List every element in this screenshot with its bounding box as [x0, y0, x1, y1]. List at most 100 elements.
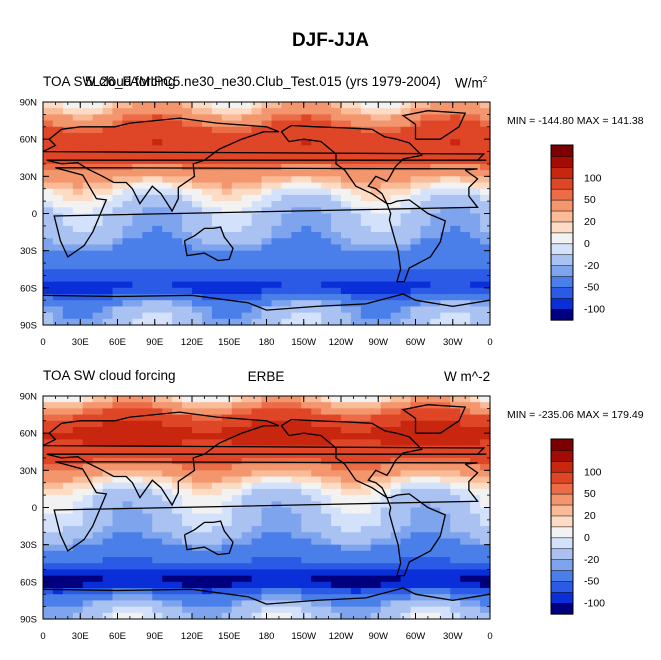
field-cell [261, 495, 273, 502]
field-cell [380, 232, 392, 239]
field-cell [211, 114, 223, 122]
field-cell [420, 495, 431, 502]
field-cell [400, 108, 412, 115]
field-cell [301, 225, 312, 233]
colorbar-label: 0 [584, 238, 590, 250]
field-cell [480, 550, 491, 558]
field-cell [72, 114, 84, 122]
field-cell [271, 102, 282, 109]
field-cell [221, 176, 233, 184]
field-cell [201, 402, 213, 409]
field-cell [450, 439, 461, 447]
field-cell [192, 588, 203, 595]
field-cell [211, 526, 223, 533]
field-cell [122, 176, 133, 184]
field-cell [172, 451, 183, 459]
field-cell [182, 408, 193, 416]
field-cell [92, 207, 104, 215]
field-cell [410, 482, 422, 490]
field-cell [172, 108, 183, 115]
coastline-path [53, 167, 479, 258]
field-cell [301, 464, 312, 471]
field-cell [92, 151, 104, 159]
field-cell [112, 263, 124, 270]
field-cell [172, 139, 183, 146]
field-cell [172, 470, 183, 478]
field-cell [172, 439, 183, 447]
field-cell [311, 594, 322, 602]
field-cell [420, 269, 431, 277]
field-cell [331, 182, 342, 190]
field-cell [72, 269, 84, 277]
field-cell [410, 232, 422, 239]
field-cell [102, 612, 114, 620]
field-cell [350, 594, 362, 602]
field-cell [450, 606, 461, 614]
field-cell [92, 538, 104, 546]
field-cell [281, 114, 292, 122]
field-cell [182, 194, 193, 202]
field-cell [52, 157, 64, 165]
field-cell [480, 526, 491, 533]
field-cell [92, 232, 104, 239]
field-cell [410, 488, 422, 496]
field-cell [291, 464, 302, 471]
field-cell [440, 581, 451, 589]
field-cell [430, 402, 441, 409]
field-cell [142, 532, 153, 540]
field-cell [321, 538, 332, 546]
field-cell [350, 300, 362, 308]
field-cell [192, 569, 203, 577]
field-cell [182, 238, 193, 246]
field-cell [182, 439, 193, 447]
field-cell [480, 102, 491, 109]
field-cell [311, 588, 322, 595]
field-cell [360, 476, 372, 484]
field-cell [480, 402, 491, 409]
field-cell [440, 263, 451, 270]
field-cell [341, 470, 352, 478]
field-cell [62, 114, 74, 122]
field-cell [172, 538, 183, 546]
field-cell [390, 213, 402, 221]
field-cell [231, 102, 243, 109]
field-cell [192, 600, 203, 608]
field-cell [291, 606, 302, 614]
field-cell [470, 488, 481, 496]
field-cell [112, 575, 124, 583]
field-cell [221, 581, 233, 589]
field-cell [261, 176, 273, 184]
field-cell [360, 120, 372, 128]
field-cell [43, 207, 54, 215]
field-cell [271, 532, 282, 540]
field-cell [52, 588, 64, 595]
field-cell [132, 213, 143, 221]
field-cell [211, 225, 223, 233]
field-cell [281, 575, 292, 583]
field-cell [311, 132, 322, 140]
field-cell [331, 108, 342, 115]
field-cell [291, 188, 302, 196]
field-cell [52, 182, 64, 190]
field-cell [430, 219, 441, 227]
field-cell [480, 151, 491, 159]
field-cell [261, 464, 273, 471]
field-cell [390, 219, 402, 227]
field-cell [350, 275, 362, 283]
field-cell [221, 194, 233, 202]
field-cell [341, 287, 352, 295]
field-cell [251, 457, 263, 465]
field-cell [43, 464, 54, 471]
colorbar-frame [550, 438, 574, 615]
field-cell [470, 594, 481, 602]
field-cell [291, 600, 302, 608]
field-cell [241, 581, 253, 589]
field-cell [211, 550, 223, 558]
field-cell [400, 244, 412, 252]
field-cell [152, 457, 163, 465]
colorbar-swatch [550, 482, 574, 495]
colorbar-label: -100 [584, 304, 605, 316]
field-cell [251, 600, 263, 608]
field-cell [271, 207, 282, 215]
field-cell [281, 132, 292, 140]
